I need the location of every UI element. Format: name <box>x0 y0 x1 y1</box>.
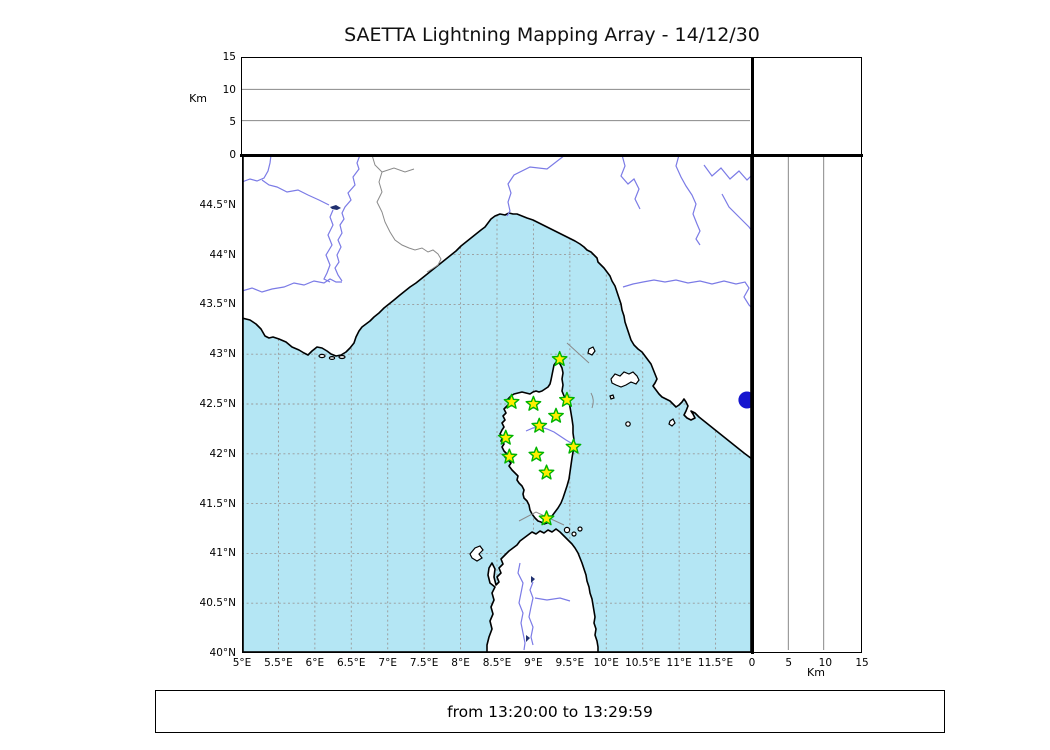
lat-tick-label: 44.5°N <box>199 198 236 211</box>
lon-tick-label: 9.5°E <box>555 657 585 669</box>
lat-tick-label: 40.5°N <box>199 597 236 610</box>
figure-title: SAETTA Lightning Mapping Array - 14/12/3… <box>344 24 760 46</box>
lon-tick-label: 6.5°E <box>336 657 366 669</box>
lon-tick-label: 8.5°E <box>482 657 512 669</box>
station-star-marker <box>538 464 555 480</box>
station-star-marker <box>501 448 518 464</box>
altitude-latitude-panel <box>752 155 862 653</box>
station-star-marker <box>503 393 520 409</box>
alt-tick-label-top: 10 <box>222 83 236 96</box>
lat-tick-label: 41°N <box>209 547 236 560</box>
panel-separator-vertical <box>750 57 754 654</box>
lat-tick-label: 40°N <box>209 647 236 659</box>
station-star-marker <box>538 510 555 526</box>
altitude-axis-label-right: Km <box>807 666 825 679</box>
lat-tick-label: 41.5°N <box>199 497 236 510</box>
rivers <box>242 155 752 651</box>
time-range-text: from 13:20:00 to 13:29:59 <box>447 702 653 721</box>
altitude-latitude-gridlines <box>787 156 825 650</box>
lat-tick-label: 43.5°N <box>199 298 236 311</box>
lon-tick-label: 10.5°E <box>625 657 661 669</box>
lon-tick-label: 7°E <box>378 657 397 669</box>
alt-tick-label-top: 15 <box>222 51 236 63</box>
altitude-longitude-panel <box>241 57 753 155</box>
lon-tick-label: 11°E <box>666 657 692 669</box>
alt-tick-label-right: 15 <box>855 657 869 669</box>
alt-tick-label-right: 0 <box>748 657 756 669</box>
alt-tick-label-right: 5 <box>785 657 792 669</box>
station-star-marker <box>528 446 545 462</box>
corsica-coastline <box>499 360 575 525</box>
lon-tick-label: 5°E <box>232 657 252 669</box>
station-star-marker <box>531 417 548 433</box>
station-star-marker <box>551 350 568 367</box>
lat-tick-label: 43°N <box>209 348 236 361</box>
panel-separator-horizontal <box>240 153 863 157</box>
station-star-marker <box>565 438 582 454</box>
lon-tick-label: 8°E <box>451 657 470 669</box>
station-star-marker <box>559 391 575 407</box>
lon-tick-label: 6°E <box>305 657 325 669</box>
lon-tick-label: 10°E <box>593 657 619 669</box>
altitude-axis-label-top: Km <box>189 92 207 105</box>
mainland-coastline <box>242 155 752 460</box>
small-islands <box>318 346 676 562</box>
lat-tick-label: 44°N <box>209 248 236 261</box>
lon-tick-label: 7.5°E <box>409 657 439 669</box>
map-panel <box>242 155 752 653</box>
altitude-longitude-gridlines <box>242 88 750 122</box>
event-dot <box>738 391 752 409</box>
time-range-box: from 13:20:00 to 13:29:59 <box>155 690 945 733</box>
lakes <box>330 205 535 642</box>
country-border <box>371 155 594 526</box>
sardinia-coastline <box>486 528 599 653</box>
lon-tick-label: 5.5°E <box>264 657 293 669</box>
station-star-marker <box>525 395 542 411</box>
alt-tick-label-top: 5 <box>229 116 236 129</box>
lma-stations <box>497 350 582 526</box>
corner-panel <box>752 57 862 155</box>
alt-tick-label-top: 0 <box>229 149 236 161</box>
lat-tick-label: 42°N <box>209 447 236 460</box>
alt-tick-label-right: 10 <box>818 657 833 669</box>
lon-tick-label: 11.5°E <box>697 657 734 669</box>
lat-tick-label: 42.5°N <box>199 398 236 410</box>
station-star-marker <box>548 407 564 423</box>
station-star-marker <box>497 429 514 445</box>
lon-tick-label: 9°E <box>524 657 543 669</box>
